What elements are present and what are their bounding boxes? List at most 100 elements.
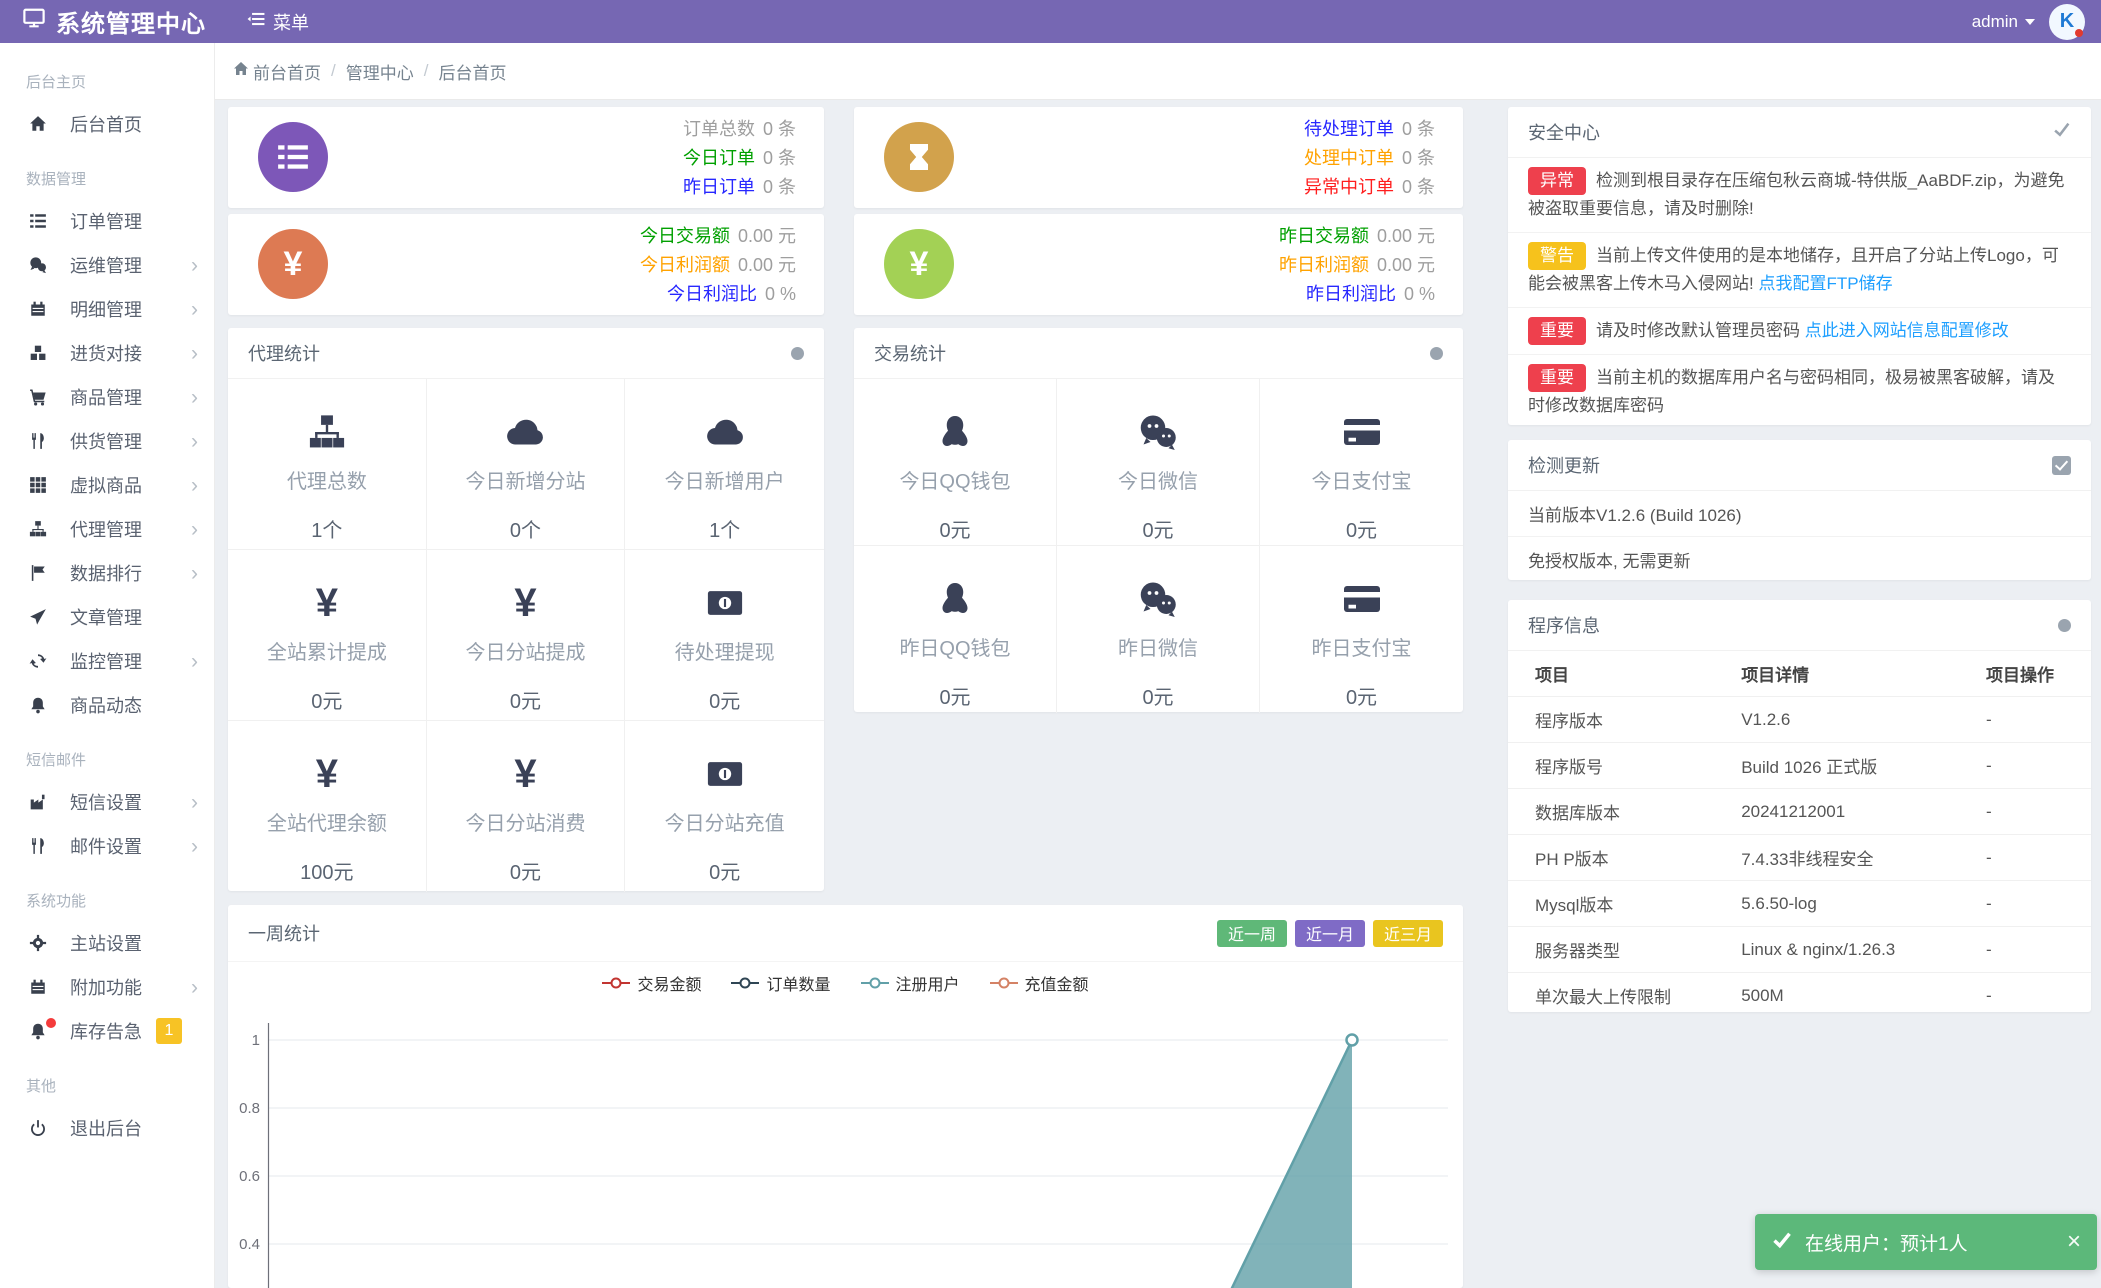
tile-label: 待处理提现	[674, 642, 775, 664]
sidebar-item-supply-management[interactable]: 供货管理 ›	[0, 419, 214, 463]
stat-label: 异常中订单	[1303, 177, 1394, 197]
menu-icon	[247, 10, 265, 33]
legend-item-registered-users[interactable]: 注册用户	[860, 971, 960, 995]
stat-value: 0 条	[1401, 177, 1435, 197]
home-icon	[233, 61, 249, 82]
close-icon[interactable]: ×	[2066, 1228, 2081, 1255]
sidebar-item-label: 附加功能	[70, 978, 142, 998]
cubes-icon	[26, 344, 50, 362]
tile-label: 昨日QQ钱包	[899, 638, 1011, 660]
list-icon	[26, 212, 50, 230]
industry-icon	[26, 793, 50, 811]
home-icon	[26, 115, 50, 133]
chevron-right-icon: ›	[191, 253, 198, 277]
ftp-config-link[interactable]: 点我配置FTP储存	[1758, 274, 1893, 293]
cart-icon	[26, 388, 50, 406]
yesterday-trade-stat-lines: 昨日交易额 0.00 元 昨日利润额 0.00 元 昨日利润比 0 %	[1279, 222, 1435, 309]
agent-tiles: 代理总数 1个 今日新增分站 0个 今日新增用户 1个 ¥ 全站累计提成 0元	[228, 379, 824, 892]
avatar[interactable]: K	[2049, 3, 2085, 40]
check-icon	[2052, 121, 2071, 143]
sidebar-item-extra-functions[interactable]: 附加功能 ›	[0, 965, 214, 1009]
table-row: 单次最大上传限制 500M -	[1535, 985, 1992, 1008]
security-alert: 警告 当前上传文件使用的是本地储存，且开启了分站上传Logo，可能会被黑客上传木马…	[1508, 233, 2091, 308]
site-config-link[interactable]: 点此进入网站信息配置修改	[1804, 321, 2009, 340]
tile-value: 0元	[1345, 687, 1378, 709]
breadcrumb-home[interactable]: 前台首页	[233, 59, 321, 84]
breadcrumb-separator: /	[423, 61, 429, 80]
sidebar-item-label: 明细管理	[70, 300, 142, 320]
legend-item-recharge-amount[interactable]: 充值金额	[989, 971, 1089, 995]
tile-value: 100元	[300, 862, 354, 884]
app-logo: 系统管理中心	[0, 0, 215, 43]
sidebar-item-virtual-goods[interactable]: 虚拟商品 ›	[0, 463, 214, 507]
sidebar-item-main-site-settings[interactable]: 主站设置	[0, 921, 214, 965]
legend-item-trade-amount[interactable]: 交易金额	[602, 971, 701, 995]
tile-substation-spend: ¥ 今日分站消费 0元	[427, 721, 626, 892]
avatar-red-dot	[2075, 28, 2083, 37]
range-month-button[interactable]: 近一月	[1294, 919, 1365, 947]
weekly-stats-panel: 一周统计 近一周 近一月 近三月 交易金额 订单数量 注册用	[228, 905, 1463, 1288]
sidebar-item-sms-settings[interactable]: 短信设置 ›	[0, 780, 214, 824]
user-dropdown[interactable]: admin	[1972, 12, 2035, 32]
tile-today-wechat: 今日微信 0元	[1057, 379, 1260, 546]
table-row: Mysql版本 5.6.50-log -	[1508, 881, 2091, 927]
breadcrumb-admin-center[interactable]: 管理中心	[345, 63, 414, 83]
program-info-panel: 程序信息 项目 项目详情 项目操作 程序版本 V1.2.6- 程序版号 Build …	[1508, 600, 2091, 1012]
alert-badge: 警告	[1528, 242, 1586, 270]
sidebar-item-backend-home[interactable]: 后台首页	[0, 102, 214, 146]
week-chart: 1 0.8 0.6 0.4	[239, 1023, 1448, 1288]
sidebar-item-order-management[interactable]: 订单管理	[0, 199, 214, 243]
wechat-icon	[1057, 409, 1259, 455]
chevron-right-icon: ›	[191, 385, 198, 409]
panel-title: 交易统计	[874, 344, 946, 364]
sidebar-item-ops-management[interactable]: 运维管理 ›	[0, 243, 214, 287]
tile-label: 今日分站充值	[664, 813, 785, 835]
legend-item-order-count[interactable]: 订单数量	[731, 971, 831, 995]
sidebar-item-data-ranking[interactable]: 数据排行 ›	[0, 551, 214, 595]
sidebar-item-detail-management[interactable]: 明细管理 ›	[0, 287, 214, 331]
stat-label: 昨日订单	[682, 177, 755, 197]
chevron-right-icon: ›	[191, 517, 198, 541]
trade-stats-panel: 交易统计 今日QQ钱包 0元 今日微信 0元 今日支付宝 0元	[854, 328, 1463, 713]
sidebar-item-monitor-management[interactable]: 监控管理 ›	[0, 639, 214, 683]
sidebar-item-product-management[interactable]: 商品管理 ›	[0, 375, 214, 419]
tile-value: 0元	[1142, 520, 1174, 542]
stat-label: 昨日交易额	[1278, 226, 1369, 246]
sidebar-section-data-management: 数据管理	[26, 171, 87, 188]
table-row: PH P版本 7.4.33非线程安全 -	[1508, 835, 2091, 881]
tile-value: 0个	[509, 520, 542, 542]
credit-card-icon	[1260, 576, 1463, 622]
stat-label: 今日利润额	[639, 255, 730, 275]
sidebar-item-stock-alert[interactable]: 库存告急 1	[0, 1009, 214, 1053]
stat-value: 0 条	[762, 119, 796, 139]
range-week-button[interactable]: 近一周	[1216, 919, 1287, 947]
range-quarter-button[interactable]: 近三月	[1372, 919, 1443, 947]
tile-value: 0元	[509, 691, 542, 713]
program-info-table: 项目 项目详情 项目操作 程序版本 V1.2.6- 程序版号 Build 1026 …	[1508, 651, 2091, 1012]
refresh-icon	[26, 652, 50, 670]
bell-icon	[26, 696, 50, 714]
tile-label: 全站累计提成	[266, 642, 387, 664]
app-title: 系统管理中心	[56, 11, 206, 38]
today-trade-stat-lines: 今日交易额 0.00 元 今日利润额 0.00 元 今日利润比 0 %	[640, 222, 796, 309]
menu-toggle[interactable]: 菜单	[247, 9, 309, 35]
tile-total-commission: ¥ 全站累计提成 0元	[228, 550, 427, 721]
checkbox-icon[interactable]	[2052, 455, 2071, 475]
tile-label: 今日微信	[1118, 471, 1198, 493]
sidebar-item-product-updates[interactable]: 商品动态	[0, 683, 214, 727]
stat-label: 今日利润比	[666, 284, 757, 304]
sidebar-item-email-settings[interactable]: 邮件设置 ›	[0, 824, 214, 868]
sidebar-item-logout[interactable]: 退出后台	[0, 1106, 214, 1150]
sidebar-item-article-management[interactable]: 文章管理	[0, 595, 214, 639]
table-row: 程序版号 Build 1026 正式版 -	[1508, 743, 2091, 789]
tile-today-qq: 今日QQ钱包 0元	[854, 379, 1057, 546]
chevron-right-icon: ›	[191, 975, 198, 999]
alert-text: 请及时修改默认管理员密码	[1596, 321, 1800, 340]
panel-title: 检测更新	[1528, 456, 1600, 476]
sidebar-section-other: 其他	[26, 1078, 57, 1095]
sidebar-item-agent-management[interactable]: 代理管理 ›	[0, 507, 214, 551]
sidebar-item-purchase-integration[interactable]: 进货对接 ›	[0, 331, 214, 375]
yen-icon: ¥	[258, 229, 328, 299]
yesterday-trade-stat-card: ¥ 昨日交易额 0.00 元 昨日利润额 0.00 元 昨日利润比 0 %	[854, 214, 1463, 315]
